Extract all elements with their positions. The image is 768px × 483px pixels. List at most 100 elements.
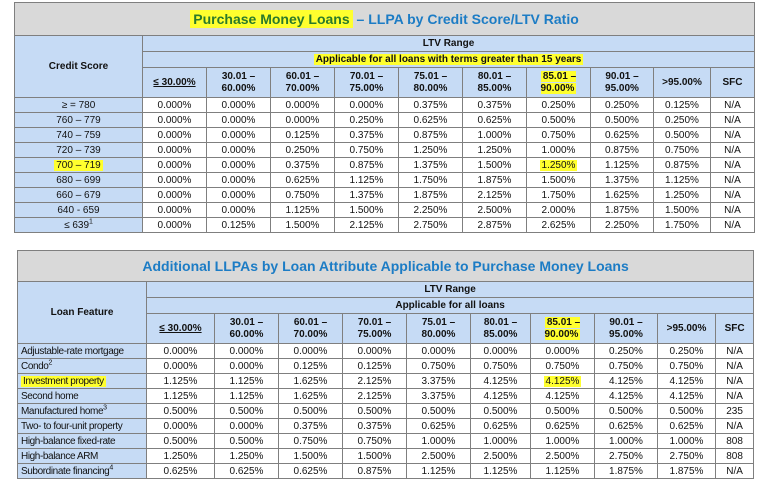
cell-value: 1.875%	[477, 174, 512, 186]
column-header-text: 30.01 –60.00%	[222, 71, 256, 94]
table-cell: 1.500%	[653, 202, 711, 218]
column-header-line: 30.01 –	[221, 70, 256, 82]
table-cell: N/A	[714, 373, 755, 389]
row-label-wrap: High-balance ARM	[21, 451, 98, 462]
cell-value: 1.125%	[605, 159, 639, 171]
cell-value: 0.000%	[163, 420, 198, 432]
table-cell: 1.875%	[590, 202, 654, 218]
cell-value: 0.375%	[413, 99, 448, 111]
column-header-text: 75.01 –80.00%	[422, 317, 456, 340]
table-cell: 2.750%	[657, 448, 716, 464]
table-cell: 2.625%	[526, 217, 591, 233]
table-cell: 0.000%	[142, 187, 207, 203]
table-cell: 3.375%	[406, 373, 471, 389]
table-cell: 0.750%	[653, 142, 711, 158]
table-cell: N/A	[709, 127, 756, 143]
table-cell: 1.500%	[462, 157, 527, 173]
table-cell: 0.000%	[146, 358, 215, 374]
table-cell: 0.875%	[334, 157, 399, 173]
table-cell: 0.250%	[594, 343, 658, 359]
column-header-line: SFC	[722, 76, 743, 88]
table-cell: 0.750%	[530, 358, 595, 374]
column-header-line: 70.01 –	[349, 70, 384, 82]
cell-value: N/A	[726, 375, 743, 387]
column-header-line: 95.00%	[609, 328, 643, 340]
row-label: High-balance ARM	[17, 448, 147, 464]
cell-value: 0.000%	[229, 345, 264, 357]
table-cell: 1.000%	[657, 433, 716, 449]
table-cell: 0.375%	[462, 97, 527, 113]
row-label: 700 – 719	[14, 157, 143, 173]
table-cell: N/A	[714, 358, 755, 374]
cell-value: 1.000%	[477, 129, 512, 141]
row-label-text: Manufactured home	[21, 405, 104, 417]
cell-value: 2.875%	[477, 219, 512, 231]
table-cell: 0.000%	[206, 202, 271, 218]
table-cell: 0.750%	[526, 127, 591, 143]
cell-value: 0.500%	[229, 405, 264, 417]
table-cell: 1.125%	[334, 172, 399, 188]
cell-value: 0.000%	[229, 420, 264, 432]
column-header: >95.00%	[657, 313, 716, 344]
table-cell: N/A	[709, 142, 756, 158]
cell-value: 1.875%	[605, 204, 639, 216]
cell-value: 1.375%	[413, 159, 448, 171]
cell-value: 3.375%	[421, 390, 456, 402]
row-label-text: ≤ 639	[64, 219, 90, 231]
row-label: Subordinate financing4	[17, 463, 147, 479]
table-cell: 0.750%	[470, 358, 531, 374]
cell-value: 0.500%	[357, 405, 392, 417]
cell-value: 0.500%	[229, 435, 264, 447]
table-cell: N/A	[709, 157, 756, 173]
cell-value: 0.500%	[541, 114, 576, 126]
cell-value: 0.500%	[669, 405, 704, 417]
table-cell: 0.500%	[594, 403, 658, 419]
applicability-header: Applicable for all loans	[145, 297, 755, 314]
table-cell: 2.125%	[342, 373, 407, 389]
column-header-text: 80.01 –85.00%	[478, 71, 512, 94]
row-label-text: Investment property	[23, 375, 104, 387]
cell-value: 0.625%	[609, 420, 643, 432]
column-header-line: 70.01 –	[357, 316, 392, 328]
column-header: ≤ 30.00%	[146, 313, 215, 344]
column-header: 70.01 –75.00%	[342, 313, 407, 344]
cell-value: 2.250%	[605, 219, 639, 231]
table-cell: 0.000%	[206, 157, 271, 173]
column-header-text: 75.01 –80.00%	[414, 71, 448, 94]
cell-value: 0.500%	[163, 405, 198, 417]
cell-value: 1.250%	[229, 450, 264, 462]
row-label: 680 – 699	[14, 172, 143, 188]
row-label-wrap: 640 - 659	[57, 205, 99, 216]
table-row: 700 – 719 0.000% 0.000% 0.375% 0.875% 1.375% 1…	[14, 157, 756, 173]
table-cell: 0.250%	[590, 97, 654, 113]
table-cell: 0.500%	[342, 403, 407, 419]
column-header-text: >95.00%	[662, 77, 702, 88]
table-cell: 0.625%	[462, 112, 527, 128]
column-header-text: 80.01 –85.00%	[484, 317, 518, 340]
table-cell: 0.375%	[342, 418, 407, 434]
cell-value: 1.500%	[285, 219, 320, 231]
cell-value: 0.625%	[483, 420, 518, 432]
cell-value: 0.000%	[157, 159, 192, 171]
row-label: Second home	[17, 388, 147, 404]
row-label-text: Subordinate financing	[21, 465, 110, 477]
table-cell: 0.250%	[270, 142, 335, 158]
cell-value: 0.750%	[293, 435, 328, 447]
table-cell: 0.500%	[653, 127, 711, 143]
table-cell: 0.500%	[214, 433, 279, 449]
table-cell: 0.500%	[146, 433, 215, 449]
table-cell: 0.000%	[206, 142, 271, 158]
table-cell: 0.125%	[270, 127, 335, 143]
cell-value: 0.500%	[609, 405, 643, 417]
column-header: SFC	[714, 313, 755, 344]
cell-value: 0.000%	[221, 159, 256, 171]
cell-value: 0.500%	[545, 405, 580, 417]
cell-value: 4.125%	[609, 390, 643, 402]
cell-value: N/A	[724, 159, 741, 171]
table-row: 680 – 699 0.000% 0.000% 0.625% 1.125% 1.750% 1…	[14, 172, 756, 188]
cell-value: 1.500%	[349, 204, 384, 216]
table-cell: 1.125%	[590, 157, 654, 173]
footnote-marker: 3	[103, 404, 107, 412]
cell-value: 0.000%	[349, 99, 384, 111]
column-header-line: >95.00%	[662, 76, 702, 88]
